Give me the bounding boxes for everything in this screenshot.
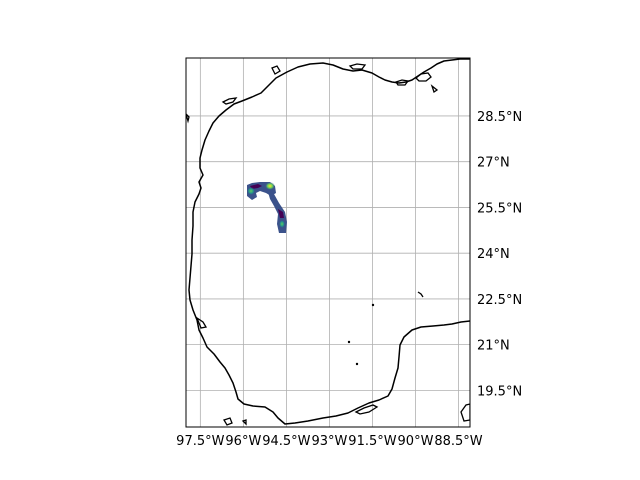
- latitude-tick-label: 22.5°N: [477, 293, 522, 308]
- island: [195, 316, 208, 329]
- island: [186, 113, 190, 124]
- gulf-coastline: [188, 58, 470, 425]
- map-axes: [186, 58, 470, 427]
- islet: [417, 291, 424, 298]
- island: [223, 417, 233, 426]
- latitude-tick-label: 24°N: [477, 247, 510, 262]
- longitude-labels: 97.5°W 96°W 94.5°W 93°W 91.5°W 90°W 88.5°W: [176, 434, 483, 449]
- data-hotspot: [247, 187, 255, 195]
- coastlines: [186, 58, 470, 426]
- island: [415, 72, 432, 82]
- island: [460, 403, 470, 422]
- longitude-tick-label: 97.5°W: [176, 434, 224, 449]
- islet: [347, 340, 351, 344]
- longitude-tick-label: 93°W: [311, 434, 347, 449]
- data-field: [247, 182, 287, 233]
- latitude-tick-label: 19.5°N: [477, 384, 522, 399]
- longitude-tick-label: 90°W: [398, 434, 434, 449]
- gridlines: [186, 58, 470, 427]
- data-region-arm: [268, 192, 287, 233]
- islet: [371, 303, 375, 307]
- data-region-edge: [278, 209, 284, 218]
- island: [221, 97, 238, 105]
- island: [430, 84, 439, 94]
- latitude-tick-label: 25.5°N: [477, 201, 522, 216]
- latitude-tick-label: 21°N: [477, 339, 510, 354]
- islet: [355, 362, 359, 366]
- longitude-tick-label: 91.5°W: [348, 434, 396, 449]
- island: [348, 63, 367, 70]
- data-hotspot: [279, 220, 285, 228]
- island: [271, 65, 281, 75]
- longitude-tick-label: 94.5°W: [262, 434, 310, 449]
- island: [241, 419, 247, 426]
- island: [394, 79, 410, 86]
- latitude-labels: 19.5°N 21°N 22.5°N 24°N 25.5°N 27°N 28.5°N: [477, 110, 522, 399]
- map-frame: [185, 57, 471, 428]
- island: [354, 404, 379, 415]
- latitude-tick-label: 28.5°N: [477, 110, 522, 125]
- latitude-tick-label: 27°N: [477, 156, 510, 171]
- longitude-tick-label: 88.5°W: [434, 434, 482, 449]
- longitude-tick-label: 96°W: [225, 434, 261, 449]
- data-hotspot-high: [265, 182, 275, 190]
